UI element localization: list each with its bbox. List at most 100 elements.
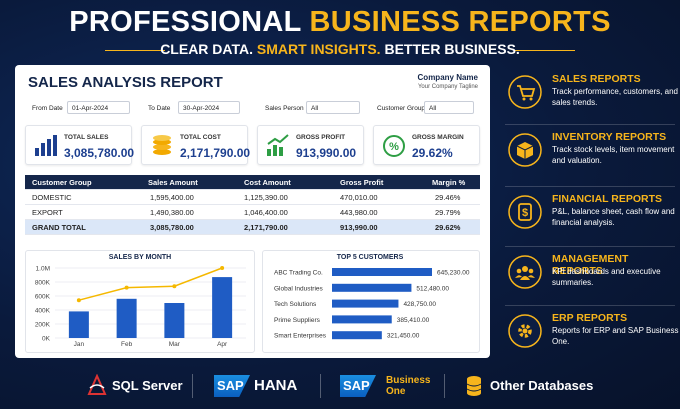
service-text: Track performance, customers, and sales … [552, 87, 678, 107]
filter-label: To Date [148, 105, 171, 112]
bar [164, 303, 185, 338]
service-title: ERP REPORTS [552, 312, 628, 324]
footer-label: HANA [254, 377, 298, 394]
kpi-icon: % [383, 135, 405, 157]
column-header: Customer Group [32, 178, 92, 187]
kpi-card: TOTAL SALES 3,085,780.00 [25, 125, 134, 165]
table-row: EXPORT 1,490,380.00 1,046,400.00 443,980.00… [25, 205, 480, 220]
bar [116, 298, 137, 338]
subtitle-part: BETTER BUSINESS. [384, 41, 520, 57]
data-table: Customer Group Sales Amount Cost Amount Gro… [25, 175, 480, 235]
table-cell: 1,046,400.00 [244, 208, 288, 217]
bar [68, 311, 89, 338]
table-cell: GRAND TOTAL [32, 223, 86, 232]
kpi-label: GROSS MARGIN [412, 134, 464, 141]
divider [444, 374, 445, 398]
sap-logo: SAP [340, 375, 376, 397]
line-point [172, 284, 177, 289]
service-text: KPI dashboards and executive summaries. [552, 267, 661, 287]
filter-label: Customer Group [377, 105, 426, 112]
table-cell: DOMESTIC [32, 193, 72, 202]
divider [505, 305, 675, 306]
x-tick-label: Apr [217, 341, 228, 348]
divider [505, 124, 675, 125]
kpi-label: TOTAL COST [180, 134, 221, 141]
bar [212, 277, 233, 338]
line [78, 267, 223, 301]
svg-text:$: $ [522, 207, 528, 219]
table-header: Customer Group Sales Amount Cost Amount Gro… [25, 175, 480, 190]
table-cell: 913,990.00 [340, 223, 378, 232]
subtitle-part: CLEAR DATA. [160, 41, 253, 57]
db-icon [466, 376, 482, 396]
service-icon [508, 314, 542, 348]
column-header: Gross Profit [340, 178, 384, 187]
category-label: ABC Trading Co. [274, 270, 323, 277]
column-header: Sales Amount [148, 178, 198, 187]
table-cell: 29.79% [435, 208, 461, 217]
bar [332, 331, 382, 340]
subtitle: CLEAR DATA. SMART INSIGHTS. BETTER BUSIN… [0, 41, 680, 57]
service-text: Reports for ERP and SAP Business One. [552, 326, 679, 346]
table-cell: 1,490,380.00 [150, 208, 194, 217]
sap-logo: SAP [214, 375, 250, 397]
table-cell: EXPORT [32, 208, 63, 217]
filter-label: From Date [32, 105, 63, 112]
table-cell: 443,980.00 [340, 208, 378, 217]
bar [332, 299, 399, 308]
filter-input: 01-Apr-2024 [67, 101, 130, 114]
kpi-card: TOTAL COST 2,171,790.00 [141, 125, 250, 165]
divider [505, 246, 675, 247]
company-name: Company Name [417, 73, 478, 82]
bar [332, 268, 432, 276]
bar [332, 315, 392, 324]
service-icon [508, 75, 542, 109]
bar [332, 283, 412, 292]
service-title: SALES REPORTS [552, 73, 641, 85]
footer-label: Business One [386, 375, 431, 397]
service-icon: $ [508, 195, 542, 229]
line-point [220, 266, 225, 270]
kpi-icon [153, 135, 171, 155]
divider [505, 186, 675, 187]
chart-title: TOP 5 CUSTOMERS [337, 254, 404, 261]
service-text: P&L, balance sheet, cash flow and financ… [552, 207, 675, 227]
filter-input: All [424, 101, 474, 114]
footer-label: Other Databases [490, 378, 594, 393]
value-label: 645,230.00 [437, 270, 470, 277]
main-title: PROFESSIONAL BUSINESS REPORTS [0, 6, 680, 39]
divider [105, 50, 165, 51]
table-cell: 29.46% [435, 193, 461, 202]
column-header: Cost Amount [244, 178, 291, 187]
filter-label: Sales Person [265, 105, 304, 112]
category-label: Prime Suppliers [274, 317, 321, 324]
title-part: PROFESSIONAL [69, 6, 302, 38]
kpi-label: TOTAL SALES [64, 134, 109, 141]
kpi-card: % GROSS MARGIN 29.62% [373, 125, 480, 165]
line-point [124, 285, 129, 290]
divider [515, 50, 575, 51]
x-tick-label: Jan [74, 341, 85, 348]
y-tick-label: 600K [35, 294, 51, 301]
table-cell: 3,085,780.00 [150, 223, 194, 232]
table-row: GRAND TOTAL 3,085,780.00 2,171,790.00 913,9… [25, 220, 480, 235]
y-tick-label: 800K [35, 280, 51, 287]
kpi-card: GROSS PROFIT 913,990.00 [257, 125, 364, 165]
kpi-value: 29.62% [412, 146, 453, 160]
column-header: Margin % [432, 178, 466, 187]
divider [192, 374, 193, 398]
filter-input: All [306, 101, 360, 114]
service-text: Track stock levels, item movement and va… [552, 145, 675, 165]
table-cell: 2,171,790.00 [244, 223, 288, 232]
table-cell: 1,125,390.00 [244, 193, 288, 202]
line-point [76, 298, 81, 303]
kpi-icon [267, 134, 289, 156]
category-label: Smart Enterprises [274, 333, 327, 340]
report-title: SALES ANALYSIS REPORT [28, 74, 223, 91]
value-label: 512,480.00 [416, 285, 449, 292]
divider [320, 374, 321, 398]
kpi-label: GROSS PROFIT [296, 134, 346, 141]
service-icon [508, 255, 542, 289]
table-row: DOMESTIC 1,595,400.00 1,125,390.00 470,010.… [25, 190, 480, 205]
